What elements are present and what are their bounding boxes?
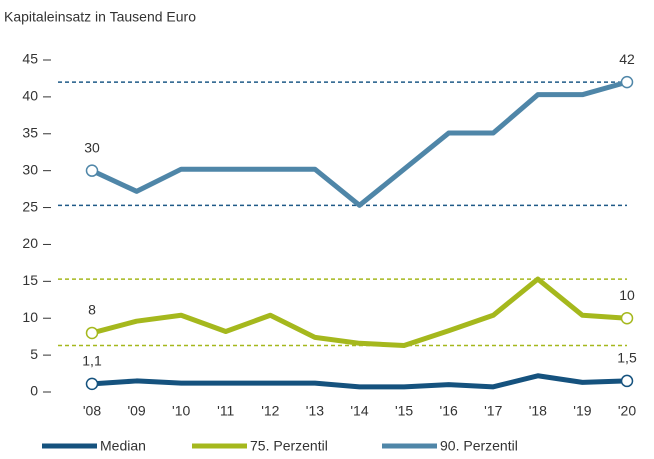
legend-label: 90. Perzentil	[440, 438, 518, 454]
data-label: 8	[88, 302, 96, 318]
data-label: 42	[619, 51, 635, 67]
x-tick-label: '09	[127, 403, 145, 419]
x-tick-label: '17	[484, 403, 502, 419]
point-marker	[85, 326, 99, 340]
legend-label: 75. Perzentil	[250, 438, 328, 454]
x-tick-label: '08	[83, 403, 101, 419]
series-line	[91, 276, 628, 349]
point-marker	[85, 377, 99, 391]
x-tick-label: '13	[306, 403, 324, 419]
y-tick-label: 25	[22, 198, 38, 214]
y-tick-label: 45	[22, 51, 38, 67]
y-tick-label: 10	[22, 309, 38, 325]
data-label: 10	[619, 287, 635, 303]
y-tick-label: 20	[22, 235, 38, 251]
data-label: 1,5	[617, 350, 637, 366]
y-tick-label: 35	[22, 124, 38, 140]
legend-label: Median	[100, 438, 146, 454]
point-marker	[620, 75, 634, 89]
x-tick-label: '20	[618, 403, 636, 419]
point-marker	[85, 164, 99, 177]
data-label: 30	[84, 139, 100, 155]
point-marker	[620, 311, 634, 325]
point-marker	[620, 374, 634, 388]
chart-title: Kapitaleinsatz in Tausend Euro	[4, 9, 196, 25]
y-tick-label: 5	[30, 346, 38, 362]
series-line	[91, 373, 628, 390]
x-tick-label: '10	[172, 403, 190, 419]
data-label: 1,1	[82, 353, 102, 369]
x-tick-label: '11	[217, 403, 234, 419]
x-tick-label: '15	[395, 403, 413, 419]
x-tick-label: '16	[440, 403, 458, 419]
x-tick-label: '12	[261, 403, 279, 419]
x-tick-label: '14	[350, 403, 368, 419]
x-tick-label: '19	[573, 403, 591, 419]
y-tick-label: 0	[30, 383, 38, 399]
y-tick-label: 15	[22, 272, 38, 288]
y-tick-label: 30	[22, 161, 38, 177]
x-tick-label: '18	[529, 403, 547, 419]
series-line	[90, 79, 628, 208]
y-tick-label: 40	[22, 88, 38, 104]
